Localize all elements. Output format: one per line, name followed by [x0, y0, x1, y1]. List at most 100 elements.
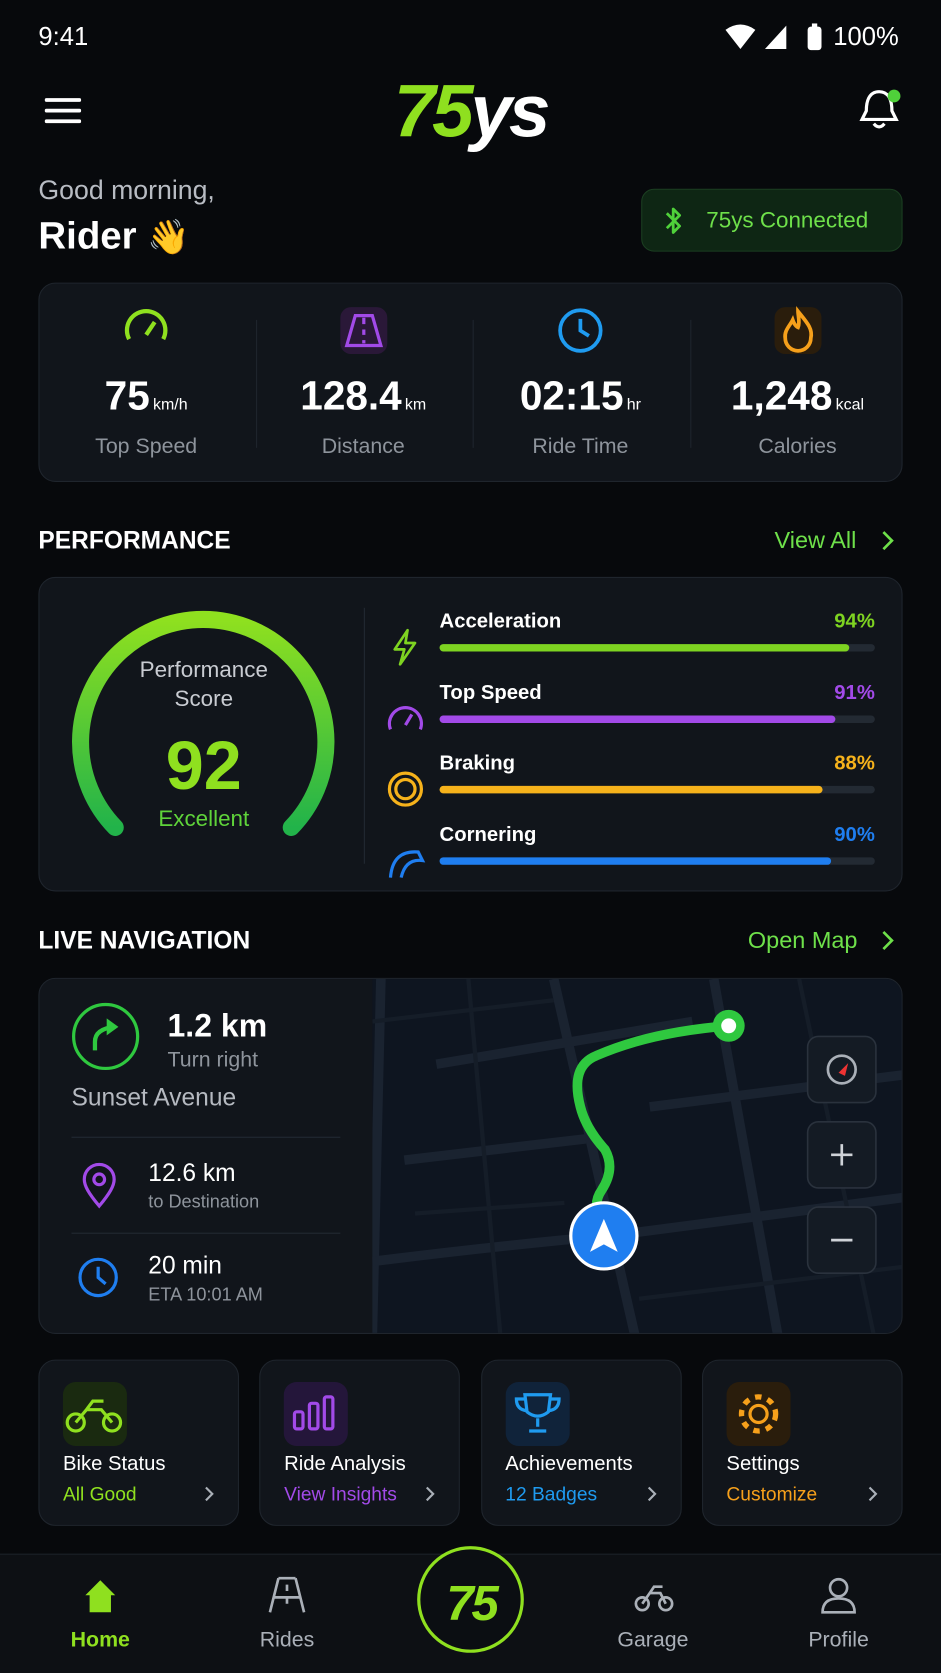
stat-label: Calories [758, 435, 837, 459]
navigation-card: 1.2 km Turn right Sunset Avenue 12.6 km … [38, 977, 903, 1334]
metric-percent: 88% [834, 752, 875, 776]
quick-action-title: Settings [726, 1452, 800, 1476]
quick-action-subtitle: Customize [726, 1483, 818, 1505]
stat-value: 128.4 km [300, 376, 426, 417]
stat-number: 02:15 [519, 374, 624, 420]
rider-name: Rider [38, 213, 137, 257]
chevron [647, 1486, 657, 1502]
section-title: LIVE NAVIGATION [38, 926, 251, 954]
connection-pill[interactable]: 75ys Connected [641, 188, 903, 252]
stat-number: 75 [104, 374, 150, 420]
stat-icon [774, 306, 821, 355]
metric-bar [439, 786, 823, 794]
app-logo: 75ys [394, 74, 551, 149]
quick-action-subtitle: All Good [62, 1483, 137, 1505]
metric-name: Braking [439, 752, 516, 776]
metric-icon [393, 628, 417, 666]
menu-button[interactable] [44, 98, 82, 124]
quick-action-title: Achievements [505, 1452, 633, 1476]
status-time: 9:41 [38, 22, 89, 52]
nav-label[interactable]: Garage [617, 1628, 689, 1652]
view-all-link[interactable]: View All [774, 526, 857, 554]
turn-icon [72, 1002, 140, 1071]
quick-action-icon [505, 1381, 570, 1446]
greeting-name: Rider 👋 [38, 216, 189, 254]
stat-number: 128.4 [300, 374, 402, 420]
logo-rest: ys [470, 69, 550, 153]
nav-icon [821, 1577, 856, 1614]
section-title: PERFORMANCE [38, 526, 231, 554]
nav-icon [634, 1585, 674, 1612]
center-button[interactable]: 75 [417, 1546, 524, 1653]
notification-button[interactable] [859, 87, 903, 132]
metric-icon [388, 850, 426, 879]
chevron [882, 931, 894, 950]
quick-action-title: Bike Status [62, 1452, 166, 1476]
open-map-link[interactable]: Open Map [747, 926, 858, 954]
metric-name: Acceleration [439, 610, 562, 633]
divider [71, 1136, 341, 1138]
stat-label: Ride Time [532, 435, 629, 459]
metric-name: Top Speed [439, 681, 542, 704]
divider [363, 607, 365, 864]
stat-icon [339, 307, 387, 355]
quick-action-subtitle: View Insights [284, 1483, 397, 1505]
score-value: 92 [165, 727, 242, 805]
metric-bar [439, 857, 832, 865]
instruction: Turn right [167, 1048, 259, 1072]
eta-duration: 20 min [148, 1251, 222, 1280]
score-label: Performance Score [139, 657, 268, 712]
stat-label: Top Speed [95, 435, 198, 459]
metric-icon [387, 771, 424, 808]
pin-icon [82, 1162, 116, 1209]
divider [472, 319, 474, 448]
map-view[interactable] [372, 978, 902, 1334]
nav-icon [268, 1576, 306, 1613]
eta-label: ETA 10:01 AM [148, 1284, 263, 1305]
bluetooth-icon [665, 207, 681, 234]
nav-icon [85, 1580, 116, 1613]
chevron [868, 1486, 878, 1502]
quick-action-icon [284, 1381, 349, 1446]
wave-emoji: 👋 [147, 217, 190, 256]
clock-icon [78, 1257, 118, 1298]
divider [689, 319, 691, 448]
metric-percent: 94% [834, 610, 875, 633]
metric-percent: 90% [834, 823, 875, 847]
metric-name: Cornering [439, 823, 537, 847]
connection-label: 75ys Connected [706, 208, 869, 233]
quick-action-icon [62, 1381, 127, 1446]
ride-stats-card: 75 km/h Top Speed 128.4 km Distance 02:15 hr Rid… [38, 282, 903, 482]
stat-value: 75 km/h [105, 376, 188, 417]
stat-unit: km [404, 395, 427, 414]
metric-icon [387, 705, 424, 730]
stat-number: 1,248 [730, 374, 833, 420]
quick-action-title: Ride Analysis [284, 1452, 406, 1476]
logo-accent: 75 [393, 69, 474, 153]
destination-label: to Destination [148, 1191, 260, 1212]
nav-label[interactable]: Home [70, 1628, 130, 1652]
metric-bar [439, 715, 836, 723]
stat-unit: kcal [835, 395, 865, 414]
nav-label[interactable]: Profile [808, 1628, 869, 1652]
metric-bar [439, 644, 849, 652]
quick-action-card[interactable]: Achievements 12 Badges [480, 1359, 682, 1526]
stat-value: 02:15 hr [520, 376, 641, 417]
score-gauge [72, 610, 335, 837]
greeting-line: Good morning, [38, 175, 215, 206]
stat-icon [124, 308, 168, 341]
quick-action-subtitle: 12 Badges [505, 1483, 598, 1505]
stat-unit: hr [626, 395, 641, 414]
quick-action-card[interactable]: Bike Status All Good [38, 1359, 239, 1526]
divider [255, 319, 257, 448]
destination-distance: 12.6 km [148, 1158, 236, 1187]
metric-percent: 91% [834, 681, 875, 704]
chevron [205, 1486, 214, 1502]
quick-action-card[interactable]: Settings Customize [701, 1359, 903, 1526]
center-logo: 75 [446, 1574, 498, 1631]
street-name: Sunset Avenue [71, 1082, 237, 1111]
nav-label[interactable]: Rides [259, 1628, 315, 1652]
quick-action-card[interactable]: Ride Analysis View Insights [259, 1359, 461, 1526]
status-battery: 100% [833, 22, 899, 52]
performance-card: Performance Score 92 Excellent Accelerat… [38, 576, 903, 892]
